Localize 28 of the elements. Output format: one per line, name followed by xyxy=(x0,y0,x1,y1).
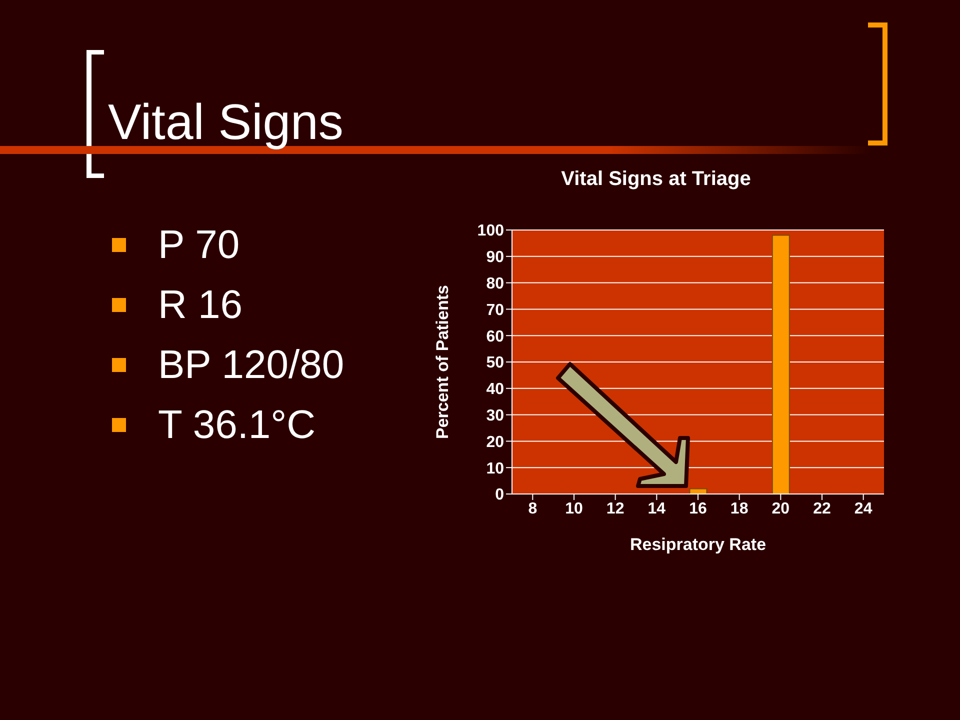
y-tick-label: 20 xyxy=(486,434,504,451)
y-tick-label: 50 xyxy=(486,354,504,372)
text: Vital Signs xyxy=(108,93,344,152)
text: R 16 xyxy=(158,282,242,328)
x-tick-label: 14 xyxy=(648,500,666,518)
y-axis-title: Percent of Patients xyxy=(433,285,452,439)
x-tick-label: 20 xyxy=(772,500,790,518)
y-tick-label: 90 xyxy=(486,249,504,266)
x-tick-label: 12 xyxy=(606,500,624,518)
y-tick-label: 70 xyxy=(486,302,504,319)
y-tick-label: 40 xyxy=(486,381,504,398)
text: P 70 xyxy=(158,222,240,268)
chart-title: Vital Signs at Triage xyxy=(560,168,752,191)
x-axis-title: Resipratory Rate xyxy=(630,535,766,554)
x-tick-label: 24 xyxy=(854,500,872,518)
x-tick-label: 16 xyxy=(689,500,707,518)
text: T 36.1°C xyxy=(158,402,316,448)
y-tick-label: 60 xyxy=(486,328,504,346)
y-tick-label: 30 xyxy=(486,407,504,424)
y-tick-label: 100 xyxy=(477,222,504,240)
y-tick-label: 0 xyxy=(495,486,504,504)
x-tick-label: 8 xyxy=(528,500,538,518)
x-tick-label: 10 xyxy=(565,500,583,518)
text: BP 120/80 xyxy=(158,342,344,388)
x-tick-label: 22 xyxy=(813,500,831,518)
x-tick-label: 18 xyxy=(730,500,748,518)
y-tick-label: 80 xyxy=(486,275,504,292)
y-tick-label: 10 xyxy=(486,460,504,478)
